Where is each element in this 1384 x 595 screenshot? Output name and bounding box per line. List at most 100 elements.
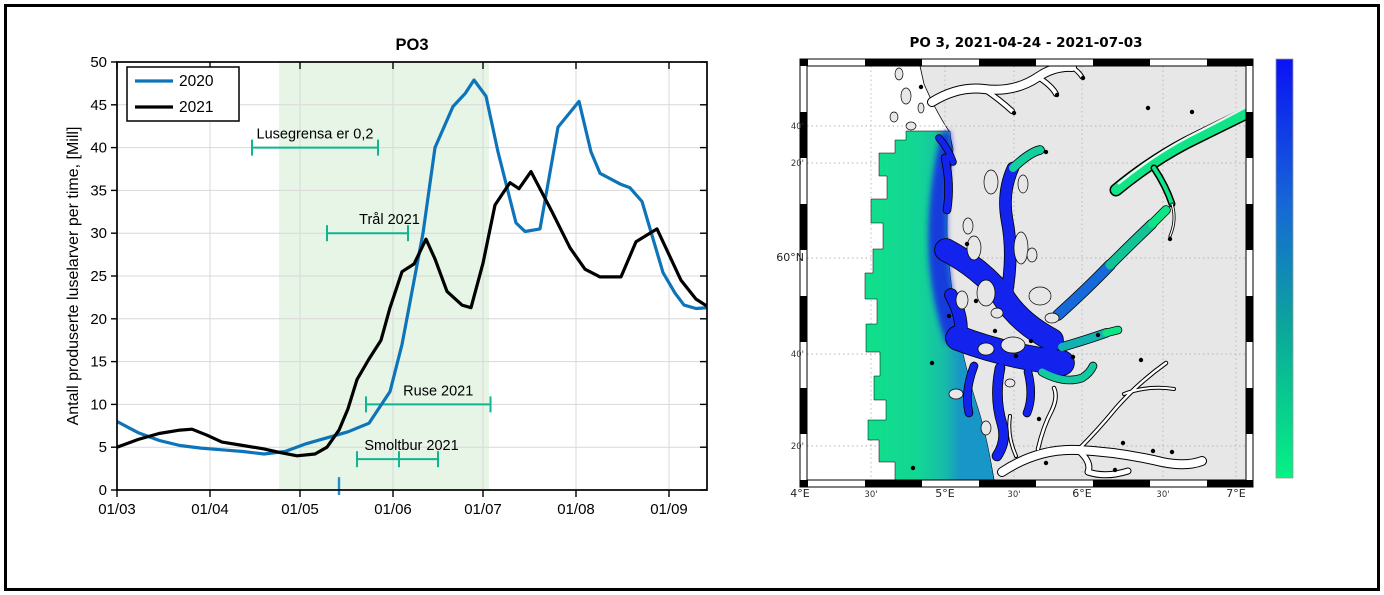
island bbox=[948, 388, 964, 400]
y-tick-label: 15 bbox=[90, 354, 107, 371]
island bbox=[1017, 174, 1029, 194]
map-station-dots bbox=[910, 75, 1195, 473]
map-axis-labels: 40' 20' 60°N 40' 20' 4°E 30' 5°E 30' 6°E 30' 7°E bbox=[776, 122, 1246, 500]
y-tick-label: 50 bbox=[90, 54, 107, 71]
station-dot bbox=[1036, 416, 1042, 422]
station-dot bbox=[973, 298, 979, 304]
annotation-label: Smoltbur 2021 bbox=[364, 438, 458, 454]
station-dot bbox=[1167, 236, 1173, 242]
station-dot bbox=[1043, 460, 1049, 466]
map-fjord-islands bbox=[948, 169, 1060, 436]
ne-fjord-water bbox=[1111, 107, 1246, 195]
lon-label: 6°E bbox=[1072, 487, 1091, 500]
ne-thread bbox=[1169, 203, 1175, 237]
x-tick-label: 01/06 bbox=[374, 501, 412, 518]
figure-border bbox=[4, 4, 1380, 591]
x-tick-label: 01/04 bbox=[191, 501, 229, 518]
y-tick-label: 40 bbox=[90, 140, 107, 157]
lon-label: 30' bbox=[1007, 490, 1020, 500]
lat-label: 60°N bbox=[776, 251, 804, 264]
islet bbox=[905, 121, 917, 131]
map-title: PO 3, 2021-04-24 - 2021-07-03 bbox=[909, 35, 1142, 51]
annotation-label: Ruse 2021 bbox=[403, 383, 473, 399]
chart-dynamic-layer: Lusegrensa er 0,2 Trål 2021 Ruse 2021 Smolt… bbox=[90, 54, 708, 518]
y-tick-label: 0 bbox=[99, 482, 107, 499]
station-dot bbox=[929, 360, 935, 366]
map-uncolored-fjord-channels bbox=[927, 66, 1207, 479]
legend-box bbox=[126, 66, 240, 122]
x-tick-label: 01/05 bbox=[281, 501, 319, 518]
station-dot bbox=[1169, 449, 1175, 455]
y-tick-label: 5 bbox=[99, 439, 107, 456]
lat-label: 20' bbox=[791, 442, 804, 452]
y-tick-label: 25 bbox=[90, 268, 107, 285]
station-dot bbox=[1189, 109, 1195, 115]
po3-map-panel: 40' 20' 60°N 40' 20' 4°E 30' 5°E 30' 6°E 30' 7°E PO… bbox=[776, 35, 1294, 500]
island bbox=[980, 420, 992, 436]
station-dot bbox=[910, 465, 916, 471]
island bbox=[977, 342, 995, 356]
y-tick-label: 35 bbox=[90, 182, 107, 199]
islet bbox=[894, 67, 904, 81]
lon-label: 5°E bbox=[935, 487, 954, 500]
x-tick-label: 01/08 bbox=[557, 501, 595, 518]
island bbox=[983, 169, 999, 195]
island bbox=[1013, 231, 1029, 265]
station-dot bbox=[1120, 440, 1126, 446]
series-lines bbox=[117, 78, 707, 458]
island bbox=[962, 217, 974, 235]
island bbox=[1044, 312, 1060, 324]
station-dot bbox=[1080, 75, 1086, 81]
islet bbox=[900, 87, 912, 105]
island bbox=[966, 235, 982, 261]
islet bbox=[889, 111, 899, 123]
lat-label: 20' bbox=[791, 159, 804, 169]
station-dot bbox=[946, 313, 952, 319]
station-dot bbox=[1095, 332, 1101, 338]
lice-larvae-chart-panel: Lusegrensa er 0,2 Trål 2021 Ruse 2021 Smolt… bbox=[65, 36, 708, 518]
annotation-label: Lusegrensa er 0,2 bbox=[257, 127, 374, 143]
island bbox=[955, 290, 969, 310]
island bbox=[1026, 247, 1038, 263]
fjord-water bbox=[935, 135, 1170, 461]
lat-label: 40' bbox=[791, 122, 804, 132]
station-dot bbox=[1028, 338, 1034, 344]
chart-legend: 2020 2021 bbox=[126, 66, 240, 122]
axis-ticks bbox=[111, 61, 707, 497]
island bbox=[990, 307, 1004, 319]
island bbox=[1004, 378, 1016, 388]
ne-fjord-white-sliver bbox=[1117, 105, 1246, 185]
island bbox=[1000, 336, 1026, 354]
map-colorbar bbox=[1275, 58, 1294, 479]
x-tick-label: 01/03 bbox=[98, 501, 136, 518]
map-frame bbox=[799, 58, 1254, 488]
annotation-bars bbox=[251, 139, 492, 468]
map-content bbox=[807, 66, 1246, 480]
islet bbox=[917, 102, 925, 114]
station-dot bbox=[992, 328, 998, 334]
map-northeast-green-fjord bbox=[1109, 105, 1246, 238]
lon-label: 7°E bbox=[1226, 487, 1245, 500]
series-line-2020 bbox=[117, 78, 707, 456]
map-coastal-blue-band bbox=[928, 131, 961, 343]
y-tick-label: 30 bbox=[90, 225, 107, 242]
station-dot bbox=[1043, 149, 1049, 155]
station-dot bbox=[1013, 353, 1019, 359]
map-coastal-islets bbox=[889, 67, 925, 131]
island bbox=[976, 279, 996, 307]
island bbox=[1028, 286, 1052, 306]
station-dot bbox=[964, 241, 970, 247]
channel-water bbox=[928, 66, 1206, 478]
legend-label-2020: 2020 bbox=[179, 73, 214, 90]
lon-label: 30' bbox=[1156, 490, 1169, 500]
x-tick-label: 01/07 bbox=[464, 501, 502, 518]
station-dot bbox=[1070, 354, 1076, 360]
station-dot bbox=[1011, 110, 1017, 116]
station-dot bbox=[918, 84, 924, 90]
y-tick-label: 45 bbox=[90, 97, 107, 114]
lon-label: 30' bbox=[864, 490, 877, 500]
y-tick-label: 20 bbox=[90, 311, 107, 328]
series-line-2021 bbox=[117, 170, 707, 458]
